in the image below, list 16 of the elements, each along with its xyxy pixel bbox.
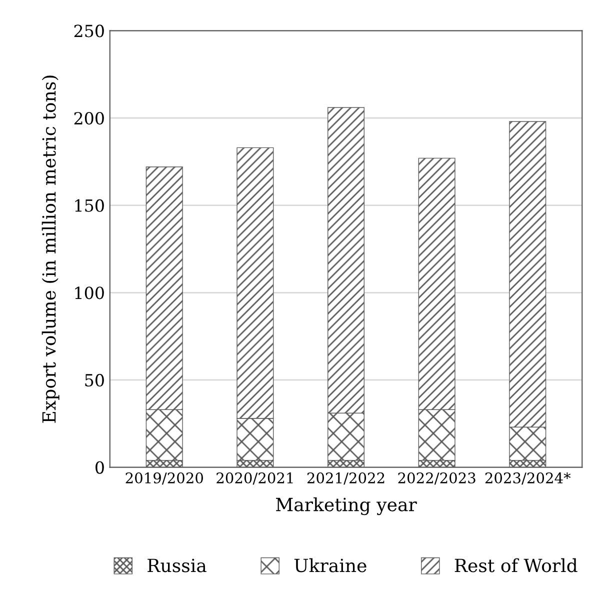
y-tick-label: 100 bbox=[75, 286, 104, 300]
x-tick-label: 2022/2023 bbox=[398, 472, 476, 485]
x-tick-label: 2023/2024* bbox=[485, 472, 571, 485]
legend-label: Ukraine bbox=[294, 558, 366, 572]
y-tick-label: 200 bbox=[74, 112, 104, 125]
y-axis-title: Export volume (in million metric tons) bbox=[42, 76, 60, 423]
x-tick-label: 2021/2022 bbox=[307, 472, 384, 485]
y-tick-label: 250 bbox=[74, 24, 104, 38]
x-axis-title: Marketing year bbox=[276, 497, 417, 516]
legend-label: Rest of World bbox=[454, 558, 578, 572]
x-tick-label: 2020/2021 bbox=[216, 472, 293, 485]
y-tick-label: 50 bbox=[85, 374, 104, 387]
y-tick-label: 150 bbox=[75, 199, 104, 212]
x-tick-label: 2019/2020 bbox=[126, 472, 203, 485]
legend-label: Russia bbox=[148, 558, 206, 572]
y-tick-label: 0 bbox=[96, 461, 104, 474]
